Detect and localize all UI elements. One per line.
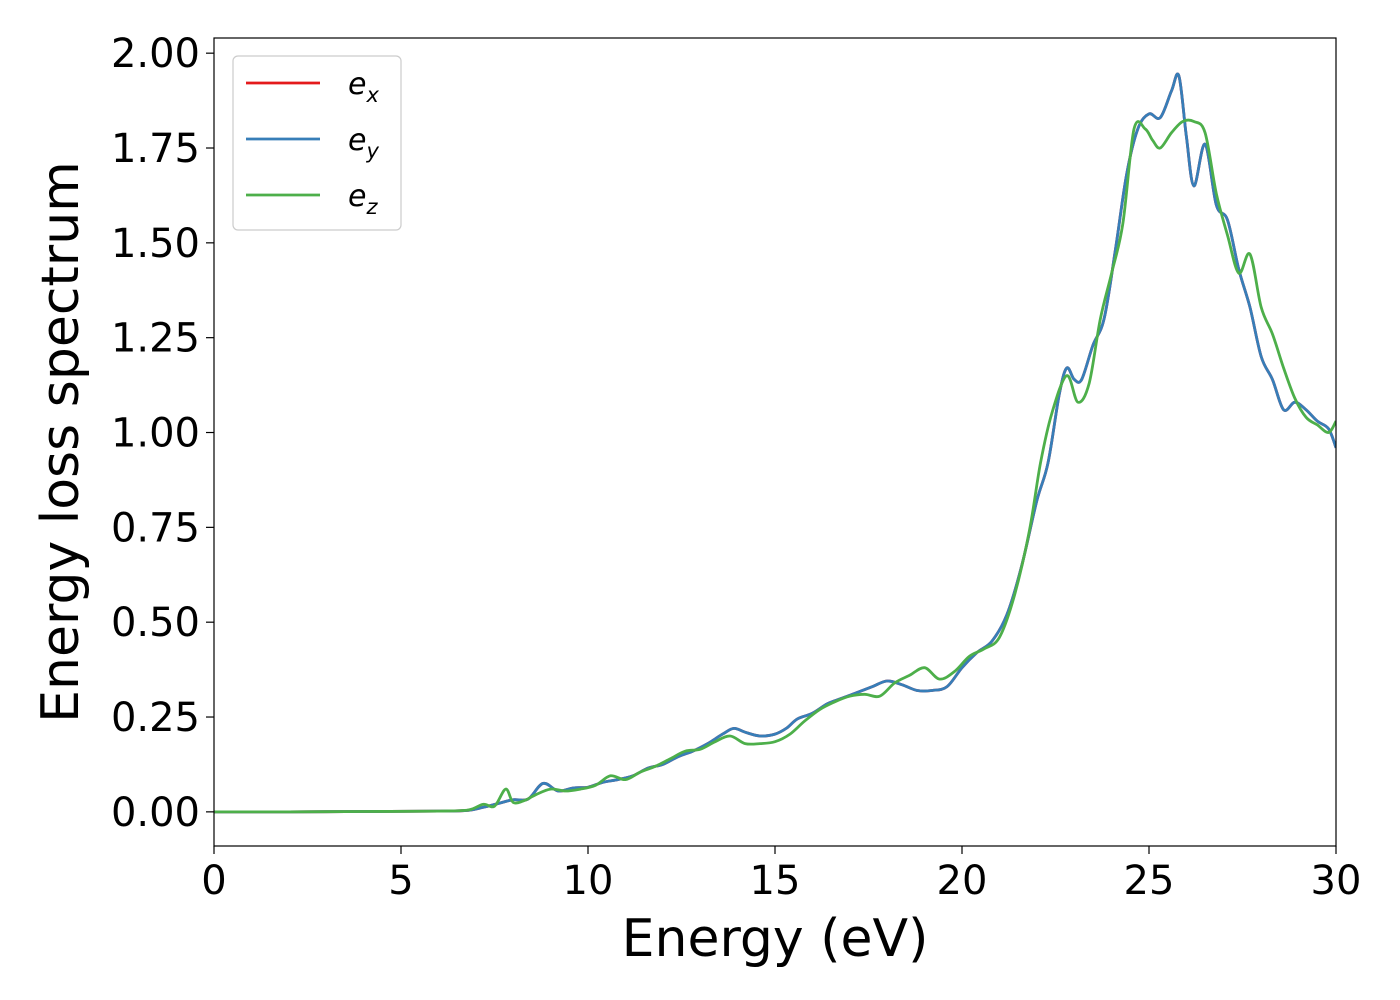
y-axis-title: Energy loss spectrum [31,161,91,723]
y-tick-label: 0.00 [111,790,200,836]
x-tick-label: 25 [1124,858,1175,904]
y-tick-label: 1.00 [111,411,200,457]
x-tick-label: 15 [750,858,801,904]
y-tick-label: 1.25 [111,316,200,362]
legend: ex ey ez [232,55,402,231]
x-tick-label: 10 [563,858,614,904]
y-axis: 0.00 0.25 0.50 0.75 1.00 1.25 1.50 1.75 2.00 [111,31,214,836]
x-tick-label: 5 [388,858,413,904]
legend-label-ey: ey [348,123,379,163]
y-tick-label: 0.50 [111,600,200,646]
legend-label-ex: ex [348,67,379,107]
legend-label-ez: ez [348,179,378,219]
y-tick-label: 2.00 [111,31,200,77]
series-line-ez [214,118,1336,814]
x-tick-label: 20 [937,858,988,904]
y-tick-label: 1.75 [111,126,200,172]
y-tick-label: 0.75 [111,505,200,551]
legend-box [232,55,402,231]
x-axis-title: Energy (eV) [622,909,929,969]
x-tick-label: 0 [201,858,226,904]
x-tick-label: 30 [1311,858,1362,904]
series-layer [214,72,1336,814]
y-tick-label: 0.25 [111,695,200,741]
y-tick-label: 1.50 [111,221,200,267]
x-axis: 0 5 10 15 20 25 30 [201,846,1361,904]
